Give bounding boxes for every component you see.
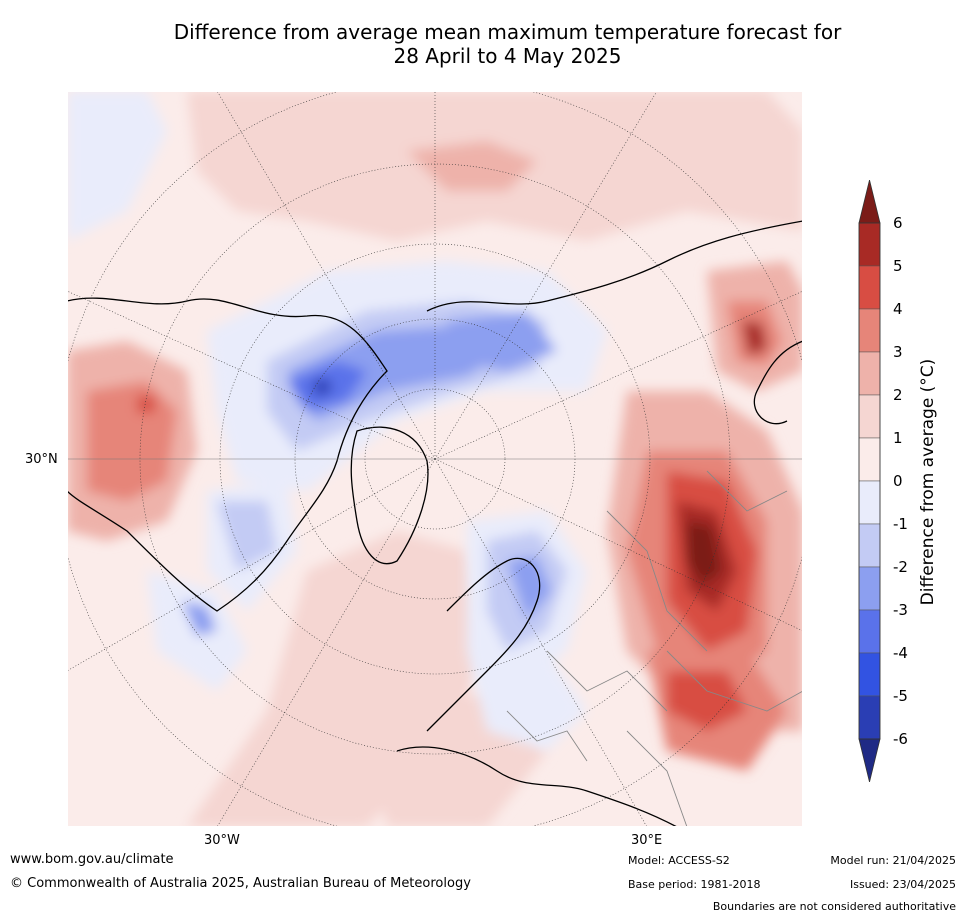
colorbar-extend-top	[858, 180, 881, 224]
colorbar-tick-label: -4	[893, 644, 908, 662]
asia-warm-peak	[687, 521, 722, 586]
title-line-2: 28 April to 4 May 2025	[393, 44, 622, 68]
country-borders	[506, 470, 803, 827]
footer-model-run: Model run: 21/04/2025	[830, 854, 956, 867]
colorbar-tick-label: 5	[893, 257, 903, 275]
footer-copyright: © Commonwealth of Australia 2025, Austra…	[10, 876, 471, 891]
colorbar-tick-label: 0	[893, 472, 903, 490]
colorbar-tick-label: -5	[893, 687, 908, 705]
scandinavia-cold-2	[507, 556, 552, 621]
europe-south-coast	[396, 746, 678, 827]
colorbar-tick-label: 1	[893, 429, 903, 447]
greenland-coast	[350, 426, 429, 565]
colorbar-swatch	[858, 523, 881, 568]
colorbar-swatch	[858, 394, 881, 439]
border-5	[706, 470, 788, 512]
hudson-cold-core	[217, 501, 277, 571]
lon-label-30w: 30°W	[204, 833, 240, 848]
siberia-cold-core	[447, 311, 557, 371]
footer-issued: Issued: 23/04/2025	[849, 878, 956, 891]
cold-zones	[67, 91, 607, 751]
north-america-coast	[67, 297, 388, 612]
colorbar-extend-bottom	[858, 738, 881, 782]
colorbar-swatch	[858, 566, 881, 611]
colorbar-swatch	[858, 652, 881, 697]
footer-model: Model: ACCESS-S2	[628, 854, 730, 867]
colorbar-tick-label: 3	[893, 343, 903, 361]
lat-label-30n: 30°N	[25, 452, 58, 467]
border-4	[626, 730, 688, 827]
colorbar-tick-label: -1	[893, 515, 908, 533]
colorbar-tick-label: -6	[893, 730, 908, 748]
footer-base-period: Base period: 1981-2018	[628, 878, 761, 891]
footer-boundaries-note: Boundaries are not considered authoritat…	[712, 900, 956, 913]
middle-east-warm-core	[667, 671, 747, 731]
east-siberia-warm-peak	[742, 321, 767, 356]
colorbar-swatches	[858, 180, 881, 782]
coastlines	[67, 220, 803, 827]
colorbar-swatch	[858, 222, 881, 267]
title-line-1: Difference from average mean maximum tem…	[173, 20, 842, 44]
chart-title: Difference from average mean maximum tem…	[0, 20, 965, 68]
colorbar-label: Difference from average (°C)	[918, 358, 938, 606]
meridian-8	[216, 91, 436, 460]
colorbar-tick-label: 2	[893, 386, 903, 404]
colorbar-frame	[858, 222, 881, 740]
border-3	[666, 650, 803, 712]
colorbar-swatch	[858, 265, 881, 310]
border-2	[606, 510, 708, 652]
colorbar-swatch	[858, 437, 881, 482]
border-6	[506, 710, 588, 762]
footer-website[interactable]: www.bom.gov.au/climate	[10, 852, 174, 867]
colorbar-swatch	[858, 308, 881, 353]
colorbar-swatch	[858, 695, 881, 740]
colorbar-tick-label: -3	[893, 601, 908, 619]
north-pacific-cool	[67, 91, 167, 241]
north-pacific-warm	[407, 141, 537, 191]
lon-label-30e: 30°E	[631, 833, 663, 848]
warm-zones	[67, 91, 803, 827]
colorbar	[858, 180, 881, 782]
colorbar-tick-label: -2	[893, 558, 908, 576]
europe-cold	[467, 651, 587, 751]
colorbar-tick-label: 4	[893, 300, 903, 318]
eurasia-coast-west	[426, 557, 541, 732]
border-1	[546, 650, 668, 712]
meridian-2	[216, 458, 436, 827]
north-atlantic-cold-core	[182, 601, 217, 636]
colorbar-swatch	[858, 351, 881, 396]
anomaly-map	[67, 91, 803, 827]
colorbar-tick-label: 6	[893, 214, 903, 232]
colorbar-swatch	[858, 609, 881, 654]
alaska-warm-peak	[137, 396, 155, 413]
asia-east-coast	[753, 340, 803, 425]
eurasia-coast-north	[426, 220, 803, 312]
map-frame	[67, 91, 803, 827]
colorbar-swatch	[858, 480, 881, 525]
